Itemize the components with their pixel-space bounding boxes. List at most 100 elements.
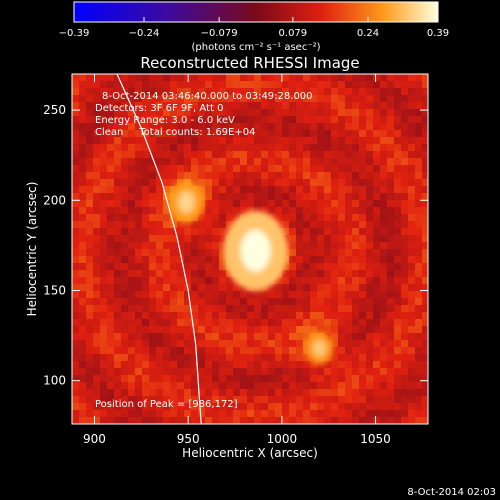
image-pixel — [408, 186, 415, 193]
image-pixel — [107, 165, 114, 172]
image-pixel — [366, 396, 373, 403]
image-pixel — [93, 263, 100, 270]
image-pixel — [240, 417, 247, 424]
image-pixel — [72, 389, 79, 396]
image-pixel — [107, 270, 114, 277]
image-pixel — [177, 333, 184, 340]
image-pixel — [170, 144, 177, 151]
image-pixel — [324, 95, 331, 102]
image-pixel — [121, 256, 128, 263]
image-pixel — [72, 130, 79, 137]
image-pixel — [100, 347, 107, 354]
image-pixel — [387, 193, 394, 200]
image-pixel — [86, 228, 93, 235]
image-pixel — [247, 389, 254, 396]
image-pixel — [366, 284, 373, 291]
image-pixel — [345, 193, 352, 200]
image-pixel — [324, 193, 331, 200]
image-pixel — [380, 403, 387, 410]
image-pixel — [149, 389, 156, 396]
image-pixel — [247, 116, 254, 123]
image-pixel — [338, 403, 345, 410]
image-pixel — [331, 207, 338, 214]
image-pixel — [72, 179, 79, 186]
image-pixel — [198, 375, 205, 382]
image-pixel — [240, 389, 247, 396]
image-pixel — [240, 116, 247, 123]
image-pixel — [233, 214, 240, 221]
image-pixel — [163, 242, 170, 249]
image-pixel — [135, 123, 142, 130]
image-pixel — [303, 235, 310, 242]
image-pixel — [345, 263, 352, 270]
image-pixel — [310, 249, 317, 256]
image-pixel — [317, 312, 324, 319]
image-pixel — [310, 193, 317, 200]
image-pixel — [289, 249, 296, 256]
image-pixel — [303, 361, 310, 368]
image-pixel — [282, 123, 289, 130]
image-pixel — [135, 137, 142, 144]
image-pixel — [317, 326, 324, 333]
image-pixel — [338, 270, 345, 277]
image-pixel — [114, 165, 121, 172]
image-pixel — [317, 417, 324, 424]
image-pixel — [142, 242, 149, 249]
image-pixel — [380, 312, 387, 319]
image-pixel — [198, 368, 205, 375]
image-pixel — [373, 403, 380, 410]
image-pixel — [170, 305, 177, 312]
image-pixel — [233, 284, 240, 291]
image-pixel — [324, 109, 331, 116]
image-pixel — [156, 410, 163, 417]
image-pixel — [93, 375, 100, 382]
image-pixel — [100, 137, 107, 144]
image-pixel — [415, 221, 422, 228]
image-pixel — [219, 116, 226, 123]
image-pixel — [387, 179, 394, 186]
image-pixel — [394, 158, 401, 165]
image-pixel — [359, 396, 366, 403]
image-pixel — [303, 417, 310, 424]
image-pixel — [310, 109, 317, 116]
image-pixel — [205, 347, 212, 354]
image-pixel — [359, 193, 366, 200]
image-pixel — [177, 277, 184, 284]
image-pixel — [408, 375, 415, 382]
image-pixel — [394, 326, 401, 333]
image-pixel — [100, 228, 107, 235]
image-pixel — [114, 109, 121, 116]
y-tick-label: 200 — [43, 193, 66, 207]
image-pixel — [296, 235, 303, 242]
image-pixel — [114, 277, 121, 284]
image-pixel — [310, 81, 317, 88]
image-pixel — [261, 319, 268, 326]
image-pixel — [100, 291, 107, 298]
image-pixel — [324, 305, 331, 312]
image-pixel — [373, 263, 380, 270]
image-pixel — [184, 368, 191, 375]
image-pixel — [205, 298, 212, 305]
image-pixel — [387, 417, 394, 424]
image-pixel — [338, 165, 345, 172]
image-pixel — [142, 179, 149, 186]
image-pixel — [198, 186, 205, 193]
image-pixel — [212, 361, 219, 368]
image-pixel — [422, 228, 428, 235]
image-pixel — [163, 263, 170, 270]
image-pixel — [268, 403, 275, 410]
image-pixel — [275, 151, 282, 158]
image-pixel — [184, 249, 191, 256]
image-pixel — [394, 375, 401, 382]
image-pixel — [394, 277, 401, 284]
image-pixel — [303, 74, 310, 81]
image-pixel — [254, 382, 261, 389]
image-pixel — [310, 172, 317, 179]
image-pixel — [401, 214, 408, 221]
image-pixel — [261, 193, 268, 200]
image-pixel — [282, 95, 289, 102]
image-pixel — [373, 410, 380, 417]
image-pixel — [142, 389, 149, 396]
image-pixel — [387, 186, 394, 193]
